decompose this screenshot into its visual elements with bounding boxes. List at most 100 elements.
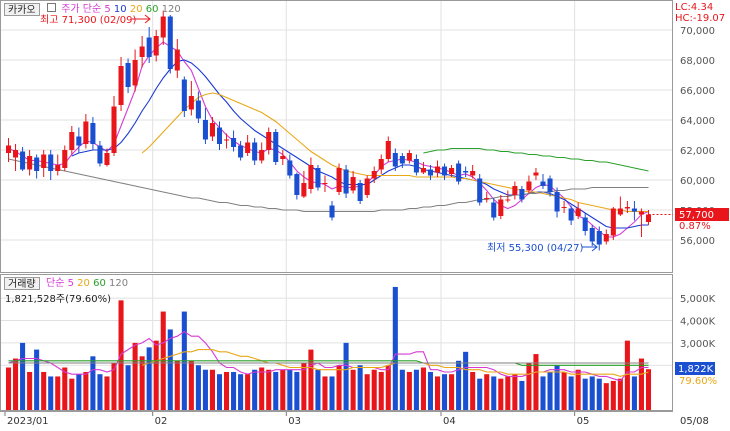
candle[interactable] <box>371 166 377 184</box>
volume-bar[interactable] <box>371 369 377 410</box>
volume-bar[interactable] <box>252 369 258 410</box>
volume-bar[interactable] <box>146 347 152 410</box>
candle[interactable] <box>336 163 342 196</box>
volume-bar[interactable] <box>420 367 426 410</box>
volume-bar[interactable] <box>547 371 553 410</box>
candle[interactable] <box>153 30 159 62</box>
price-ma-legend[interactable]: 주가 단순 5 10 20 60 120 <box>47 3 181 16</box>
candle[interactable] <box>470 165 476 179</box>
candle[interactable] <box>484 192 490 203</box>
candle[interactable] <box>322 175 328 193</box>
volume-bar[interactable] <box>610 380 616 410</box>
candle[interactable] <box>624 201 630 213</box>
volume-bar[interactable] <box>231 371 237 410</box>
volume-bar[interactable] <box>427 371 434 410</box>
candle[interactable] <box>125 58 131 94</box>
vol-legend-ma-120[interactable]: 120 <box>109 278 129 289</box>
candle[interactable] <box>434 160 441 178</box>
volume-bar[interactable] <box>406 371 412 410</box>
candle[interactable] <box>111 96 117 156</box>
volume-bar[interactable] <box>238 374 244 410</box>
candle[interactable] <box>195 91 201 124</box>
legend-ma-5[interactable]: 5 <box>104 4 111 15</box>
candle[interactable] <box>90 117 96 150</box>
volume-bar[interactable] <box>294 371 300 410</box>
candle[interactable] <box>273 129 279 165</box>
volume-bar[interactable] <box>512 374 518 410</box>
volume-bar[interactable] <box>97 374 103 410</box>
volume-bar[interactable] <box>357 365 363 410</box>
volume-bar[interactable] <box>245 374 251 410</box>
volume-bar[interactable] <box>48 376 54 410</box>
volume-bar[interactable] <box>69 378 75 410</box>
candle[interactable] <box>238 141 244 161</box>
legend-checkbox-icon[interactable] <box>47 3 56 12</box>
candle[interactable] <box>146 27 152 63</box>
volume-bar[interactable] <box>364 374 370 410</box>
volume-label-chip[interactable]: 거래량 <box>4 277 40 290</box>
volume-bar[interactable] <box>526 363 532 410</box>
candle[interactable] <box>167 15 173 74</box>
candle[interactable] <box>498 195 504 219</box>
candle[interactable] <box>209 117 215 141</box>
candle[interactable] <box>540 174 546 189</box>
candle[interactable] <box>596 226 602 251</box>
volume-bar[interactable] <box>498 378 504 410</box>
candle[interactable] <box>245 135 251 156</box>
volume-bar[interactable] <box>399 369 405 410</box>
candle[interactable] <box>160 10 166 46</box>
volume-bar[interactable] <box>392 286 398 410</box>
volume-bar[interactable] <box>301 363 307 410</box>
volume-bar[interactable] <box>167 329 173 410</box>
volume-bar[interactable] <box>41 371 47 410</box>
volume-bar[interactable] <box>287 369 293 410</box>
volume-bar[interactable] <box>223 371 230 410</box>
volume-bar[interactable] <box>617 378 623 410</box>
volume-bar[interactable] <box>153 340 159 410</box>
candle[interactable] <box>533 168 539 180</box>
candle[interactable] <box>631 201 637 221</box>
volume-bar[interactable] <box>20 342 26 410</box>
candle[interactable] <box>568 205 574 226</box>
volume-bar[interactable] <box>582 378 588 410</box>
candle[interactable] <box>603 229 609 245</box>
volume-bar[interactable] <box>125 365 131 410</box>
candle[interactable] <box>252 138 258 165</box>
volume-bar[interactable] <box>561 371 567 410</box>
candle[interactable] <box>589 225 595 246</box>
candle[interactable] <box>413 154 419 176</box>
volume-bar[interactable] <box>216 374 223 410</box>
candle[interactable] <box>280 150 286 165</box>
volume-bar[interactable] <box>533 354 539 410</box>
candle[interactable] <box>420 162 426 174</box>
candle[interactable] <box>216 121 223 151</box>
candle[interactable] <box>449 165 455 177</box>
volume-bar[interactable] <box>645 369 652 410</box>
candle[interactable] <box>223 133 230 149</box>
volume-bar[interactable] <box>596 378 602 410</box>
volume-bar[interactable] <box>442 374 448 410</box>
volume-bar[interactable] <box>209 369 215 410</box>
volume-bar[interactable] <box>350 369 356 410</box>
volume-bar[interactable] <box>631 376 637 410</box>
volume-bar[interactable] <box>104 376 110 410</box>
volume-bar[interactable] <box>76 374 82 410</box>
volume-bar[interactable] <box>456 360 462 410</box>
candle[interactable] <box>48 150 54 180</box>
volume-bar[interactable] <box>413 369 419 410</box>
volume-bar[interactable] <box>280 369 286 410</box>
volume-bar[interactable] <box>589 376 595 410</box>
vol-legend-ma-60[interactable]: 60 <box>93 278 106 289</box>
candle[interactable] <box>13 144 19 171</box>
volume-bar[interactable] <box>132 342 138 410</box>
candle[interactable] <box>5 138 12 162</box>
volume-bar[interactable] <box>308 349 314 410</box>
candle[interactable] <box>554 187 560 218</box>
candle[interactable] <box>27 150 33 176</box>
stock-name-chip[interactable]: 카카오 <box>4 3 40 16</box>
volume-bar[interactable] <box>266 369 272 410</box>
volume-bar[interactable] <box>83 371 89 410</box>
candle[interactable] <box>231 130 237 152</box>
candle[interactable] <box>20 147 26 171</box>
